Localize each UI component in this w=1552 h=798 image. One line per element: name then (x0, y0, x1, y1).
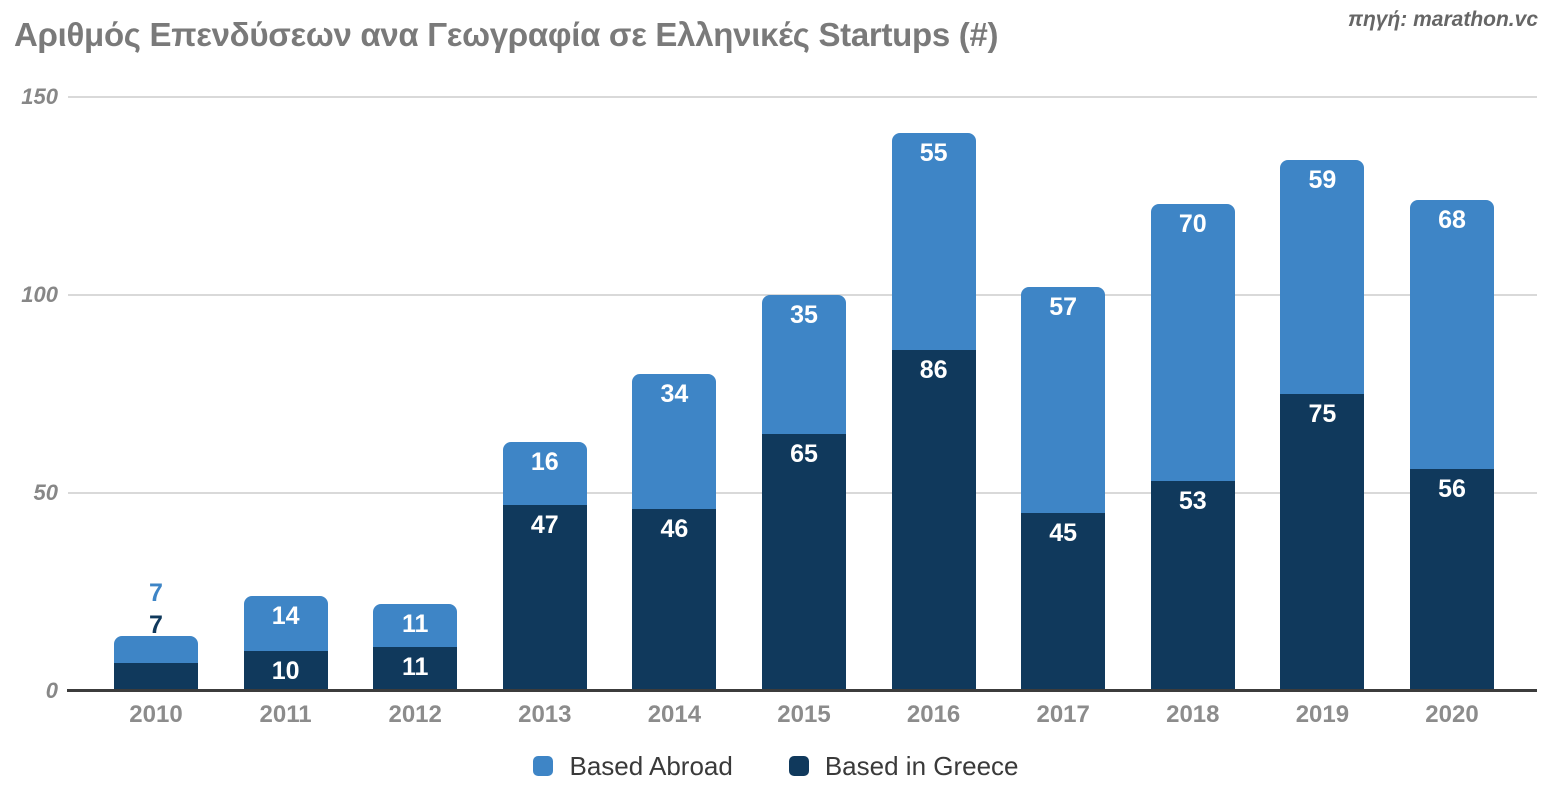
bar-value-label-2014-greece: 46 (660, 514, 689, 543)
legend-swatch-abroad (533, 756, 554, 776)
bar-value-label-2017-greece: 45 (1049, 518, 1078, 547)
x-axis-label-2018: 2018 (1166, 701, 1220, 728)
bar-2017-based-abroad (1021, 287, 1106, 513)
bar-value-label-2015-greece: 65 (790, 439, 818, 468)
x-axis-label-2011: 2011 (259, 701, 312, 728)
x-axis-line (67, 689, 1537, 692)
bar-2010-based-in-greece (114, 663, 198, 691)
bar-value-label-2013-greece: 47 (530, 510, 559, 539)
bar-value-label-2011-greece: 10 (271, 657, 300, 686)
source-note: πηγή: marathon.vc (1348, 8, 1538, 31)
bar-2011-based-abroad (243, 595, 328, 652)
y-axis-tick-label-50: 50 (33, 480, 58, 505)
bar-value-label-2020-greece: 56 (1438, 475, 1466, 504)
bar-2014-based-abroad (632, 374, 717, 509)
bar-2012-based-in-greece (373, 647, 458, 691)
bar-value-label-2014-abroad: 34 (660, 380, 689, 409)
legend-label-based-abroad: Based Abroad (569, 751, 733, 781)
bar-value-label-2020-abroad: 68 (1438, 205, 1466, 234)
legend-item-based-in-greece: Based in Greece (788, 751, 1019, 781)
legend-swatch-greece (788, 756, 809, 776)
bar-value-label-2010-greece: 7 (149, 610, 163, 639)
bar-value-label-2016-greece: 86 (919, 356, 948, 385)
x-axis-label-2013: 2013 (518, 701, 572, 728)
chart-title: Αριθμός Επενδύσεων ανα Γεωγραφία σε Ελλη… (14, 16, 999, 53)
bar-2020-based-in-greece (1410, 469, 1494, 691)
bar-value-label-2017-abroad: 57 (1049, 293, 1078, 322)
bar-value-label-2012-abroad: 11 (401, 609, 429, 638)
x-axis-label-2014: 2014 (647, 701, 702, 728)
y-axis-tick-label-100: 100 (21, 282, 58, 307)
bar-2019-based-abroad (1280, 160, 1365, 394)
bar-value-label-2018-greece: 53 (1178, 487, 1207, 516)
bar-2013-based-in-greece (502, 504, 587, 691)
bar-value-label-2019-greece: 75 (1308, 400, 1337, 428)
chart-legend: Based Abroad Based in Greece (0, 753, 1552, 779)
x-axis-label-2019: 2019 (1295, 701, 1350, 728)
bar-value-label-2011-abroad: 14 (271, 601, 300, 630)
bar-2016-based-in-greece (891, 350, 976, 691)
legend-label-based-in-greece: Based in Greece (824, 751, 1019, 781)
bar-2020-based-abroad (1410, 199, 1494, 470)
gridline-150 (68, 96, 1537, 98)
bar-2018-based-in-greece (1150, 481, 1235, 691)
bar-2018-based-abroad (1150, 203, 1235, 482)
bar-2015-based-in-greece (762, 433, 846, 691)
bar-2014-based-in-greece (632, 508, 717, 691)
bar-2010-based-abroad (114, 635, 198, 664)
bar-2011-based-in-greece (243, 651, 328, 691)
x-axis-label-2017: 2017 (1036, 701, 1090, 728)
bar-value-label-2015-abroad: 35 (790, 301, 818, 329)
bar-2013-based-abroad (502, 441, 587, 505)
x-axis-label-2015: 2015 (777, 701, 831, 728)
bar-2019-based-in-greece (1280, 394, 1365, 691)
bar-value-label-2019-abroad: 59 (1308, 166, 1337, 195)
y-axis-tick-label-0: 0 (45, 678, 58, 703)
bar-value-label-2012-greece: 11 (401, 653, 429, 682)
bar-value-label-2013-abroad: 16 (530, 447, 559, 476)
bar-2017-based-in-greece (1021, 512, 1106, 691)
x-axis-label-2016: 2016 (906, 701, 961, 728)
bar-value-label-2010-abroad: 7 (149, 578, 163, 607)
bar-2015-based-abroad (762, 295, 846, 434)
bar-value-label-2016-abroad: 55 (919, 138, 948, 167)
x-axis-label-2020: 2020 (1425, 701, 1479, 728)
y-axis-tick-label-150: 150 (21, 84, 58, 109)
bar-2012-based-abroad (373, 603, 458, 648)
x-axis-label-2010: 2010 (129, 701, 183, 728)
bar-2016-based-abroad (891, 132, 976, 351)
x-axis-label-2012: 2012 (388, 701, 442, 728)
legend-item-based-abroad: Based Abroad (533, 751, 733, 781)
bar-value-label-2018-abroad: 70 (1178, 209, 1207, 238)
